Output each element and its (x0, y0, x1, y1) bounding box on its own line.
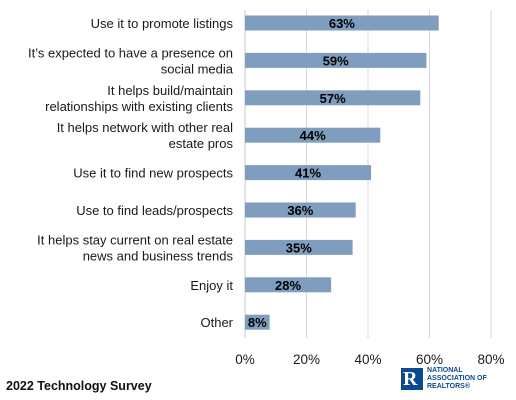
category-label: social media (161, 61, 234, 76)
logo-line: ASSOCIATION OF (427, 375, 487, 382)
x-axis-ticks: 0% 20% 40% 60% 80% (235, 352, 504, 367)
bar (245, 165, 372, 181)
bar (245, 314, 270, 330)
category-label: Use it to find new prospects (73, 166, 233, 181)
source-footer: 2022 Technology Survey (6, 379, 152, 393)
data-label: 44% (300, 128, 326, 143)
category-label: Use it to promote listings (91, 16, 234, 31)
data-label: 41% (295, 166, 321, 181)
bars (245, 15, 439, 330)
category-label: Other (200, 315, 233, 330)
bar (245, 202, 356, 218)
data-label: 36% (287, 203, 313, 218)
bar (245, 239, 353, 255)
x-tick-label: 0% (235, 352, 255, 367)
logo-wordmark: NATIONAL ASSOCIATION OF REALTORS® (427, 367, 487, 391)
category-label: news and business trends (83, 248, 234, 263)
data-label: 57% (320, 91, 346, 106)
category-labels: Use it to promote listings It’s expected … (28, 16, 234, 330)
nar-logo: R NATIONAL ASSOCIATION OF REALTORS® (401, 367, 487, 391)
x-tick-label: 40% (354, 352, 381, 367)
x-tick-label: 80% (477, 352, 504, 367)
category-label: Enjoy it (190, 278, 233, 293)
x-tick-label: 60% (416, 352, 443, 367)
bar (245, 52, 427, 68)
category-label: estate pros (169, 136, 234, 151)
bar (245, 127, 381, 143)
logo-line: REALTORS® (427, 383, 471, 390)
data-label: 28% (275, 278, 301, 293)
logo-line: NATIONAL (427, 367, 463, 374)
category-label: Use to find leads/prospects (76, 203, 233, 218)
value-labels: 63% 59% 57% 44% 41% 36% 35% 28% 8% (248, 16, 355, 330)
bar (245, 15, 439, 31)
data-label: 63% (329, 16, 355, 31)
x-tick-label: 20% (293, 352, 320, 367)
bar-chart: Use it to promote listings It’s expected … (28, 10, 505, 367)
category-label: It helps build/maintain (107, 83, 233, 98)
bar (245, 90, 421, 106)
category-label: It helps stay current on real estate (37, 232, 233, 247)
bar (245, 277, 332, 293)
realtor-logo-icon: R (401, 368, 423, 390)
data-label: 35% (286, 240, 312, 255)
category-label: It’s expected to have a presence on (28, 45, 233, 60)
data-label: 59% (323, 53, 349, 68)
category-label: relationships with existing clients (45, 99, 233, 114)
category-label: It helps network with other real (57, 120, 233, 135)
data-label: 8% (248, 315, 267, 330)
